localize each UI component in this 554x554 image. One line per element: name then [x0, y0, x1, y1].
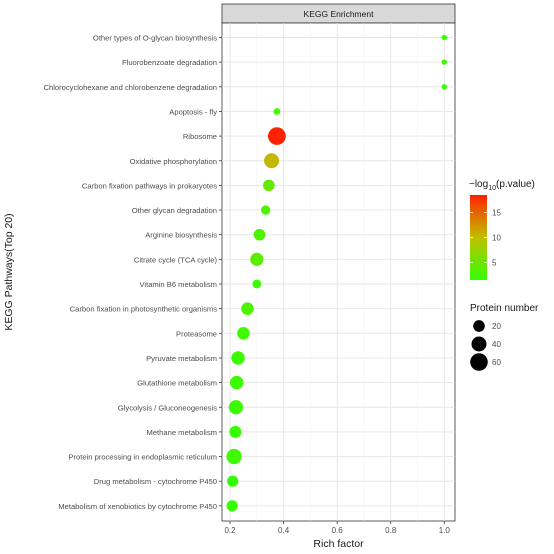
data-point	[227, 475, 239, 487]
data-point	[441, 84, 447, 90]
y-tick-label: Ribosome	[183, 132, 217, 141]
data-point	[441, 34, 447, 41]
data-point	[263, 179, 275, 192]
size-legend-title: Protein number	[470, 303, 539, 314]
data-point	[268, 127, 286, 145]
y-axis-title: KEGG Pathways(Top 20)	[3, 213, 15, 330]
data-point	[264, 153, 280, 169]
x-tick-label: 0.6	[332, 526, 344, 535]
data-point	[231, 351, 245, 365]
data-point	[250, 252, 264, 266]
y-tick-label: Other types of O-glycan biosynthesis	[93, 34, 217, 43]
y-tick-label: Carbon fixation pathways in prokaryotes	[82, 181, 217, 190]
data-points	[226, 34, 447, 512]
color-legend-title: −log10(p.value)	[469, 179, 535, 192]
x-tick-label: 0.4	[278, 526, 290, 535]
color-legend-title-suffix: (p.value)	[496, 179, 535, 190]
y-tick-label: Drug metabolism - cytochrome P450	[94, 477, 217, 486]
color-legend-tick-label: 5	[492, 259, 497, 268]
y-tick-label: Chlorocyclohexane and chlorobenzene degr…	[43, 83, 217, 92]
y-tick-label: Methane metabolism	[147, 428, 218, 437]
x-tick-label: 0.2	[224, 526, 236, 535]
data-point	[241, 302, 254, 315]
x-axis-ticks: 0.2 0.4 0.6 0.8 1.0	[224, 521, 450, 535]
y-tick-label: Vitamin B6 metabolism	[139, 280, 217, 289]
size-legend-key	[470, 353, 488, 371]
x-axis-title: Rich factor	[313, 538, 364, 550]
color-legend-bar	[470, 195, 487, 280]
data-point	[441, 59, 447, 65]
data-point	[228, 400, 244, 415]
data-point	[252, 279, 262, 289]
size-legend: 20 40 60	[470, 320, 501, 371]
y-axis-ticks: Other types of O-glycan biosynthesis Fluo…	[43, 34, 222, 511]
y-tick-label: Glutathione metabolism	[137, 379, 217, 388]
plot-panel	[221, 22, 456, 522]
size-legend-label: 60	[492, 358, 501, 367]
size-legend-label: 20	[492, 322, 501, 331]
y-tick-label: Other glycan degradation	[132, 206, 217, 215]
y-tick-label: Metabolism of xenobiotics by cytochrome …	[58, 502, 217, 511]
y-tick-label: Citrate cycle (TCA cycle)	[134, 255, 218, 264]
data-point	[273, 108, 281, 115]
y-tick-label: Pyruvate metabolism	[146, 354, 217, 363]
y-tick-label: Oxidative phosphorylation	[130, 157, 217, 166]
y-tick-label: Protein processing in endoplasmic reticu…	[68, 453, 217, 462]
color-legend-ticks: 5 10 15	[470, 209, 501, 268]
color-legend-title-subscript: 10	[488, 185, 496, 192]
x-tick-label: 0.8	[385, 526, 397, 535]
size-legend-key	[473, 320, 485, 332]
data-point	[237, 327, 250, 340]
color-legend-tick-label: 15	[492, 209, 501, 218]
color-legend-tick-label: 10	[492, 234, 501, 243]
y-tick-label: Glycolysis / Gluconeogenesis	[118, 403, 217, 412]
y-tick-label: Proteasome	[176, 329, 217, 338]
y-tick-label: Apoptosis - fly	[169, 107, 217, 116]
y-tick-label: Fluorobenzoate degradation	[122, 58, 217, 67]
facet-title: KEGG Enrichment	[304, 9, 375, 19]
x-tick-label: 1.0	[439, 526, 451, 535]
data-point	[261, 205, 271, 215]
color-legend-title-prefix: −log	[469, 179, 488, 190]
data-point	[253, 228, 266, 241]
data-point	[226, 448, 242, 465]
size-legend-label: 40	[492, 340, 501, 349]
y-tick-label: Arginine biosynthesis	[145, 231, 217, 240]
data-point	[230, 375, 244, 390]
size-legend-key	[471, 336, 487, 352]
data-point	[229, 425, 242, 438]
y-tick-label: Carbon fixation in photosynthetic organi…	[70, 305, 218, 314]
data-point	[226, 500, 238, 512]
